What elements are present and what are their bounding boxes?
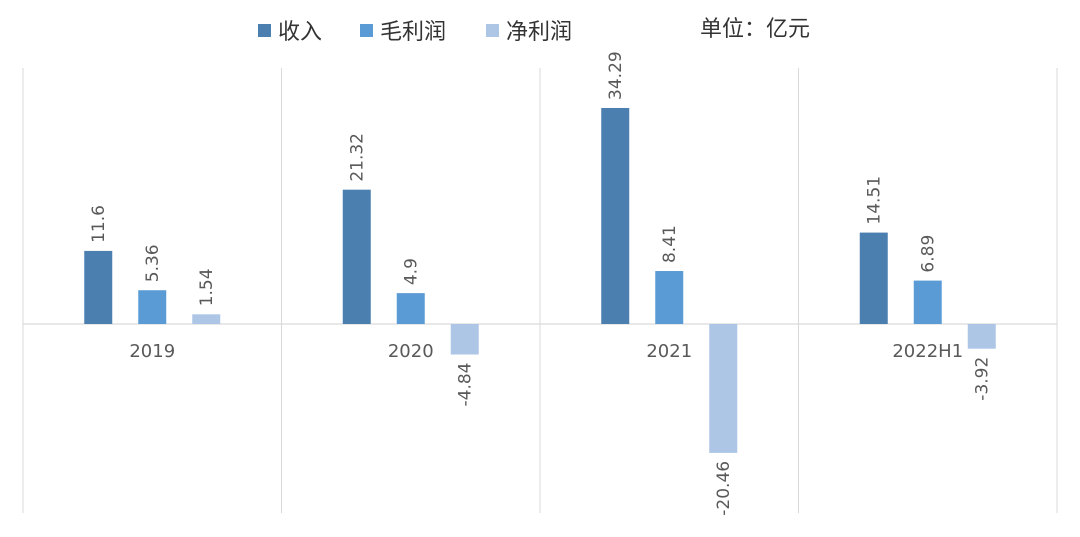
legend-label-revenue: 收入	[278, 20, 323, 45]
unit-label: 单位：亿元	[700, 17, 811, 42]
legend-item-gross-profit: 毛利润	[360, 12, 446, 48]
data-label: 1.54	[197, 268, 217, 306]
bar	[138, 290, 167, 324]
legend-item-net-profit: 净利润	[486, 12, 572, 48]
data-label: 6.89	[919, 235, 939, 273]
bar	[655, 271, 684, 324]
bar	[84, 250, 113, 324]
legend-item-revenue: 收入	[258, 12, 322, 48]
data-label: -4.84	[456, 362, 476, 406]
data-label: 21.32	[348, 133, 368, 182]
bar	[913, 280, 942, 324]
data-label: 8.41	[660, 225, 680, 263]
category-label: 2022H1	[892, 341, 963, 362]
chart-legend: 收入 毛利润 净利润	[0, 12, 1080, 48]
category-label: 2020	[388, 341, 434, 362]
data-label: -20.46	[714, 461, 734, 516]
bar	[859, 232, 888, 324]
legend-swatch-gross-profit	[360, 23, 373, 37]
legend-swatch-revenue	[258, 23, 271, 37]
data-label: 11.6	[89, 205, 109, 243]
data-label: 14.51	[865, 176, 885, 225]
bar	[967, 324, 996, 349]
category-label: 2019	[129, 341, 175, 362]
bar	[342, 189, 371, 324]
data-label: 34.29	[606, 51, 626, 100]
bar	[709, 324, 738, 453]
bar	[601, 107, 630, 325]
legend-label-net-profit: 净利润	[506, 20, 573, 45]
legend-swatch-net-profit	[486, 23, 499, 37]
bar	[396, 293, 425, 324]
category-label: 2021	[646, 341, 692, 362]
legend-label-gross-profit: 毛利润	[380, 20, 447, 45]
data-label: -3.92	[973, 357, 993, 401]
data-label: 5.36	[143, 244, 163, 282]
bar	[450, 324, 479, 355]
bar	[192, 314, 221, 324]
data-label: 4.9	[402, 258, 422, 285]
